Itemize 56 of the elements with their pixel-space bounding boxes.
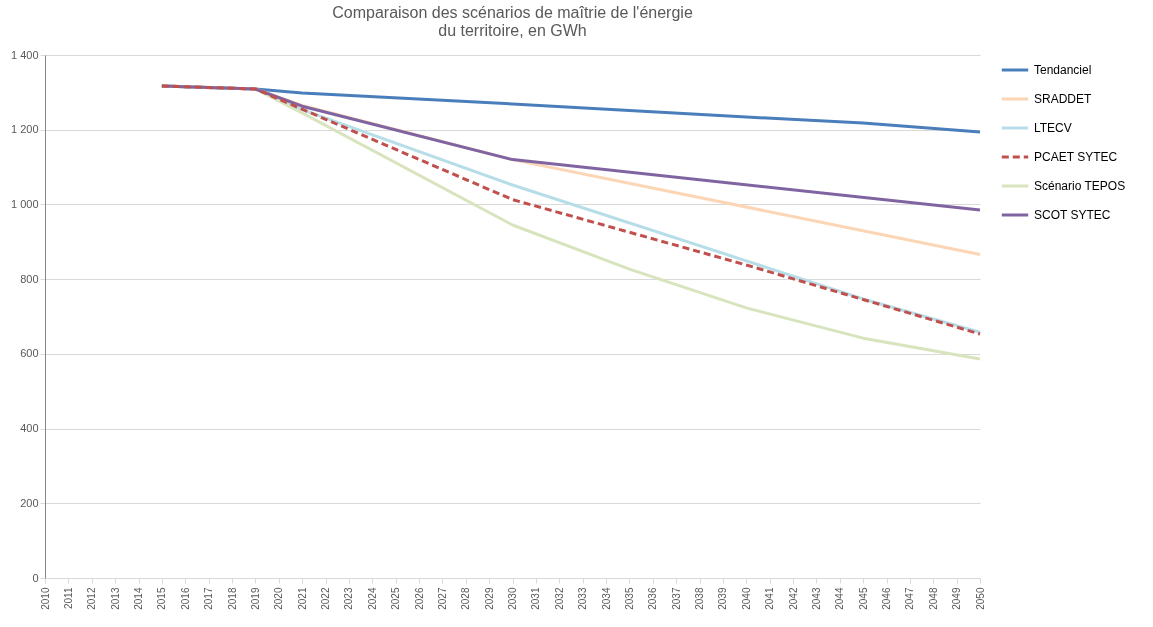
x-tick-label: 2041 [764, 587, 776, 610]
x-tick-label: 2045 [857, 587, 869, 610]
x-tick-label: 2013 [109, 587, 121, 610]
x-tick-label: 2032 [553, 587, 565, 610]
x-tick-label: 2033 [577, 587, 589, 610]
x-tick-label: 2039 [717, 587, 729, 610]
y-tick-label: 600 [20, 347, 39, 360]
x-tick-label: 2019 [249, 587, 261, 610]
legend-label: Scénario TEPOS [1034, 179, 1126, 193]
chart-title: Comparaison des scénarios de maîtrie de l'énergie du territoire, en GWh [332, 4, 693, 39]
y-tick-label: 1 200 [10, 123, 39, 136]
x-tick-label: 2049 [951, 587, 963, 610]
x-tick-label: 2031 [530, 587, 542, 610]
y-tick-label: 400 [20, 422, 39, 435]
x-tick-label: 2024 [366, 587, 378, 610]
x-tick-label: 2023 [343, 587, 355, 610]
x-tick-label: 2010 [39, 587, 51, 610]
legend-label: LTECV [1034, 121, 1072, 135]
x-tick-label: 2022 [320, 587, 331, 610]
x-tick-label: 2020 [273, 587, 285, 610]
x-tick-label: 2050 [974, 587, 986, 610]
x-tick-label: 2030 [507, 587, 518, 610]
x-tick-label: 2015 [156, 587, 168, 610]
x-tick-label: 2016 [179, 587, 191, 610]
x-tick-label: 2047 [904, 587, 916, 610]
legend-label: SCOT SYTEC [1034, 208, 1111, 222]
x-tick-label: 2046 [881, 587, 892, 610]
x-tick-label: 2043 [810, 587, 822, 610]
x-tick-label: 2025 [390, 587, 402, 610]
y-tick-label: 1 000 [10, 197, 39, 210]
x-tick-label: 2044 [834, 587, 846, 610]
x-tick-label: 2029 [483, 587, 495, 610]
x-tick-label: 2040 [740, 587, 752, 610]
x-tick-label: 2018 [226, 587, 238, 610]
x-tick-label: 2034 [600, 587, 612, 610]
x-tick-label: 2042 [787, 587, 799, 610]
x-tick-label: 2021 [296, 587, 308, 610]
x-tick-label: 2037 [670, 587, 682, 610]
x-tick-label: 2012 [86, 587, 98, 610]
x-tick-label: 2017 [203, 587, 215, 610]
y-tick-label: 1 400 [10, 48, 39, 61]
x-tick-label: 2014 [133, 587, 144, 610]
x-tick-label: 2026 [413, 587, 425, 610]
legend-label: Tendanciel [1034, 63, 1092, 77]
y-tick-label: 800 [20, 272, 39, 285]
legend-label: SRADDET [1034, 92, 1093, 106]
x-tick-label: 2038 [694, 587, 705, 610]
x-tick-label: 2011 [62, 587, 74, 610]
x-tick-label: 2048 [927, 587, 939, 610]
legend-label: PCAET SYTEC [1034, 150, 1118, 164]
x-tick-label: 2027 [436, 587, 448, 610]
x-tick-label: 2035 [623, 587, 635, 610]
y-tick-label: 200 [20, 496, 39, 509]
y-tick-label: 0 [32, 571, 39, 584]
x-tick-label: 2036 [647, 587, 659, 610]
x-tick-label: 2028 [460, 587, 472, 610]
